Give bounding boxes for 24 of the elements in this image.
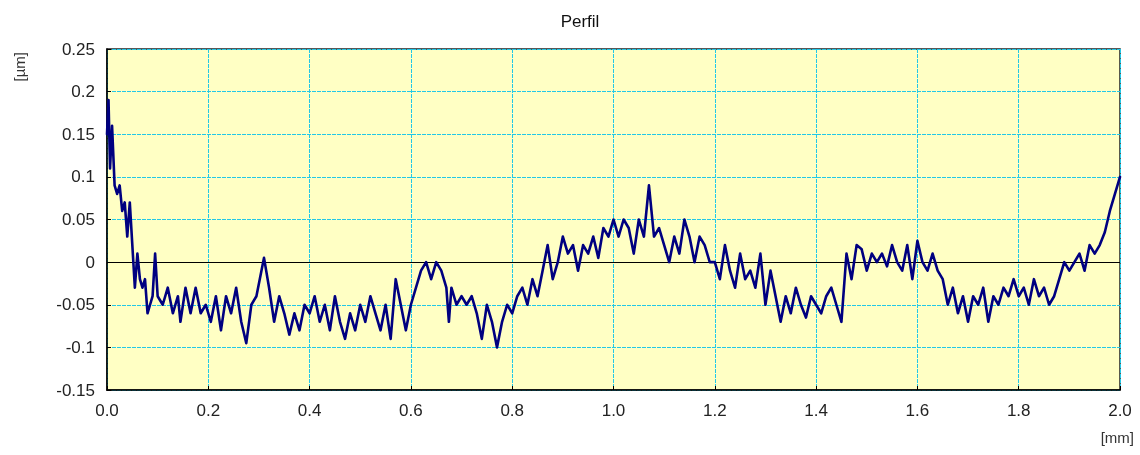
y-tick-label: 0 xyxy=(85,252,95,272)
line-series xyxy=(105,98,1122,349)
x-tick-label: 1.8 xyxy=(1006,401,1031,420)
y-tick-label: -0.15 xyxy=(56,380,95,400)
y-tick-label: 0.1 xyxy=(71,167,95,187)
x-tick-label: 1.6 xyxy=(905,401,930,420)
x-axis-title: [mm] xyxy=(1100,429,1134,446)
y-tick-label: -0.05 xyxy=(56,295,95,315)
y-tick-label: 0.2 xyxy=(71,82,95,102)
x-tick-label: 0.0 xyxy=(95,401,119,420)
y-axis-title: [µm] xyxy=(11,51,28,82)
x-tick-label: 0.6 xyxy=(399,401,423,420)
y-tick-label: -0.1 xyxy=(65,337,95,357)
x-tick-label: 0.2 xyxy=(196,401,221,420)
x-tick-label: 0.8 xyxy=(500,401,525,420)
y-tick-label: 0.05 xyxy=(61,210,95,229)
x-tick-label: 2.0 xyxy=(1108,401,1132,420)
chart-title: Perfil xyxy=(560,12,600,31)
x-tick-label: 1.2 xyxy=(702,401,727,420)
x-tick-label: 1.0 xyxy=(601,401,626,420)
x-tick-label: 0.4 xyxy=(297,401,322,420)
y-tick-label: 0.15 xyxy=(61,124,95,144)
x-tick-label: 1.4 xyxy=(804,401,828,420)
y-tick-label: 0.25 xyxy=(61,39,95,59)
